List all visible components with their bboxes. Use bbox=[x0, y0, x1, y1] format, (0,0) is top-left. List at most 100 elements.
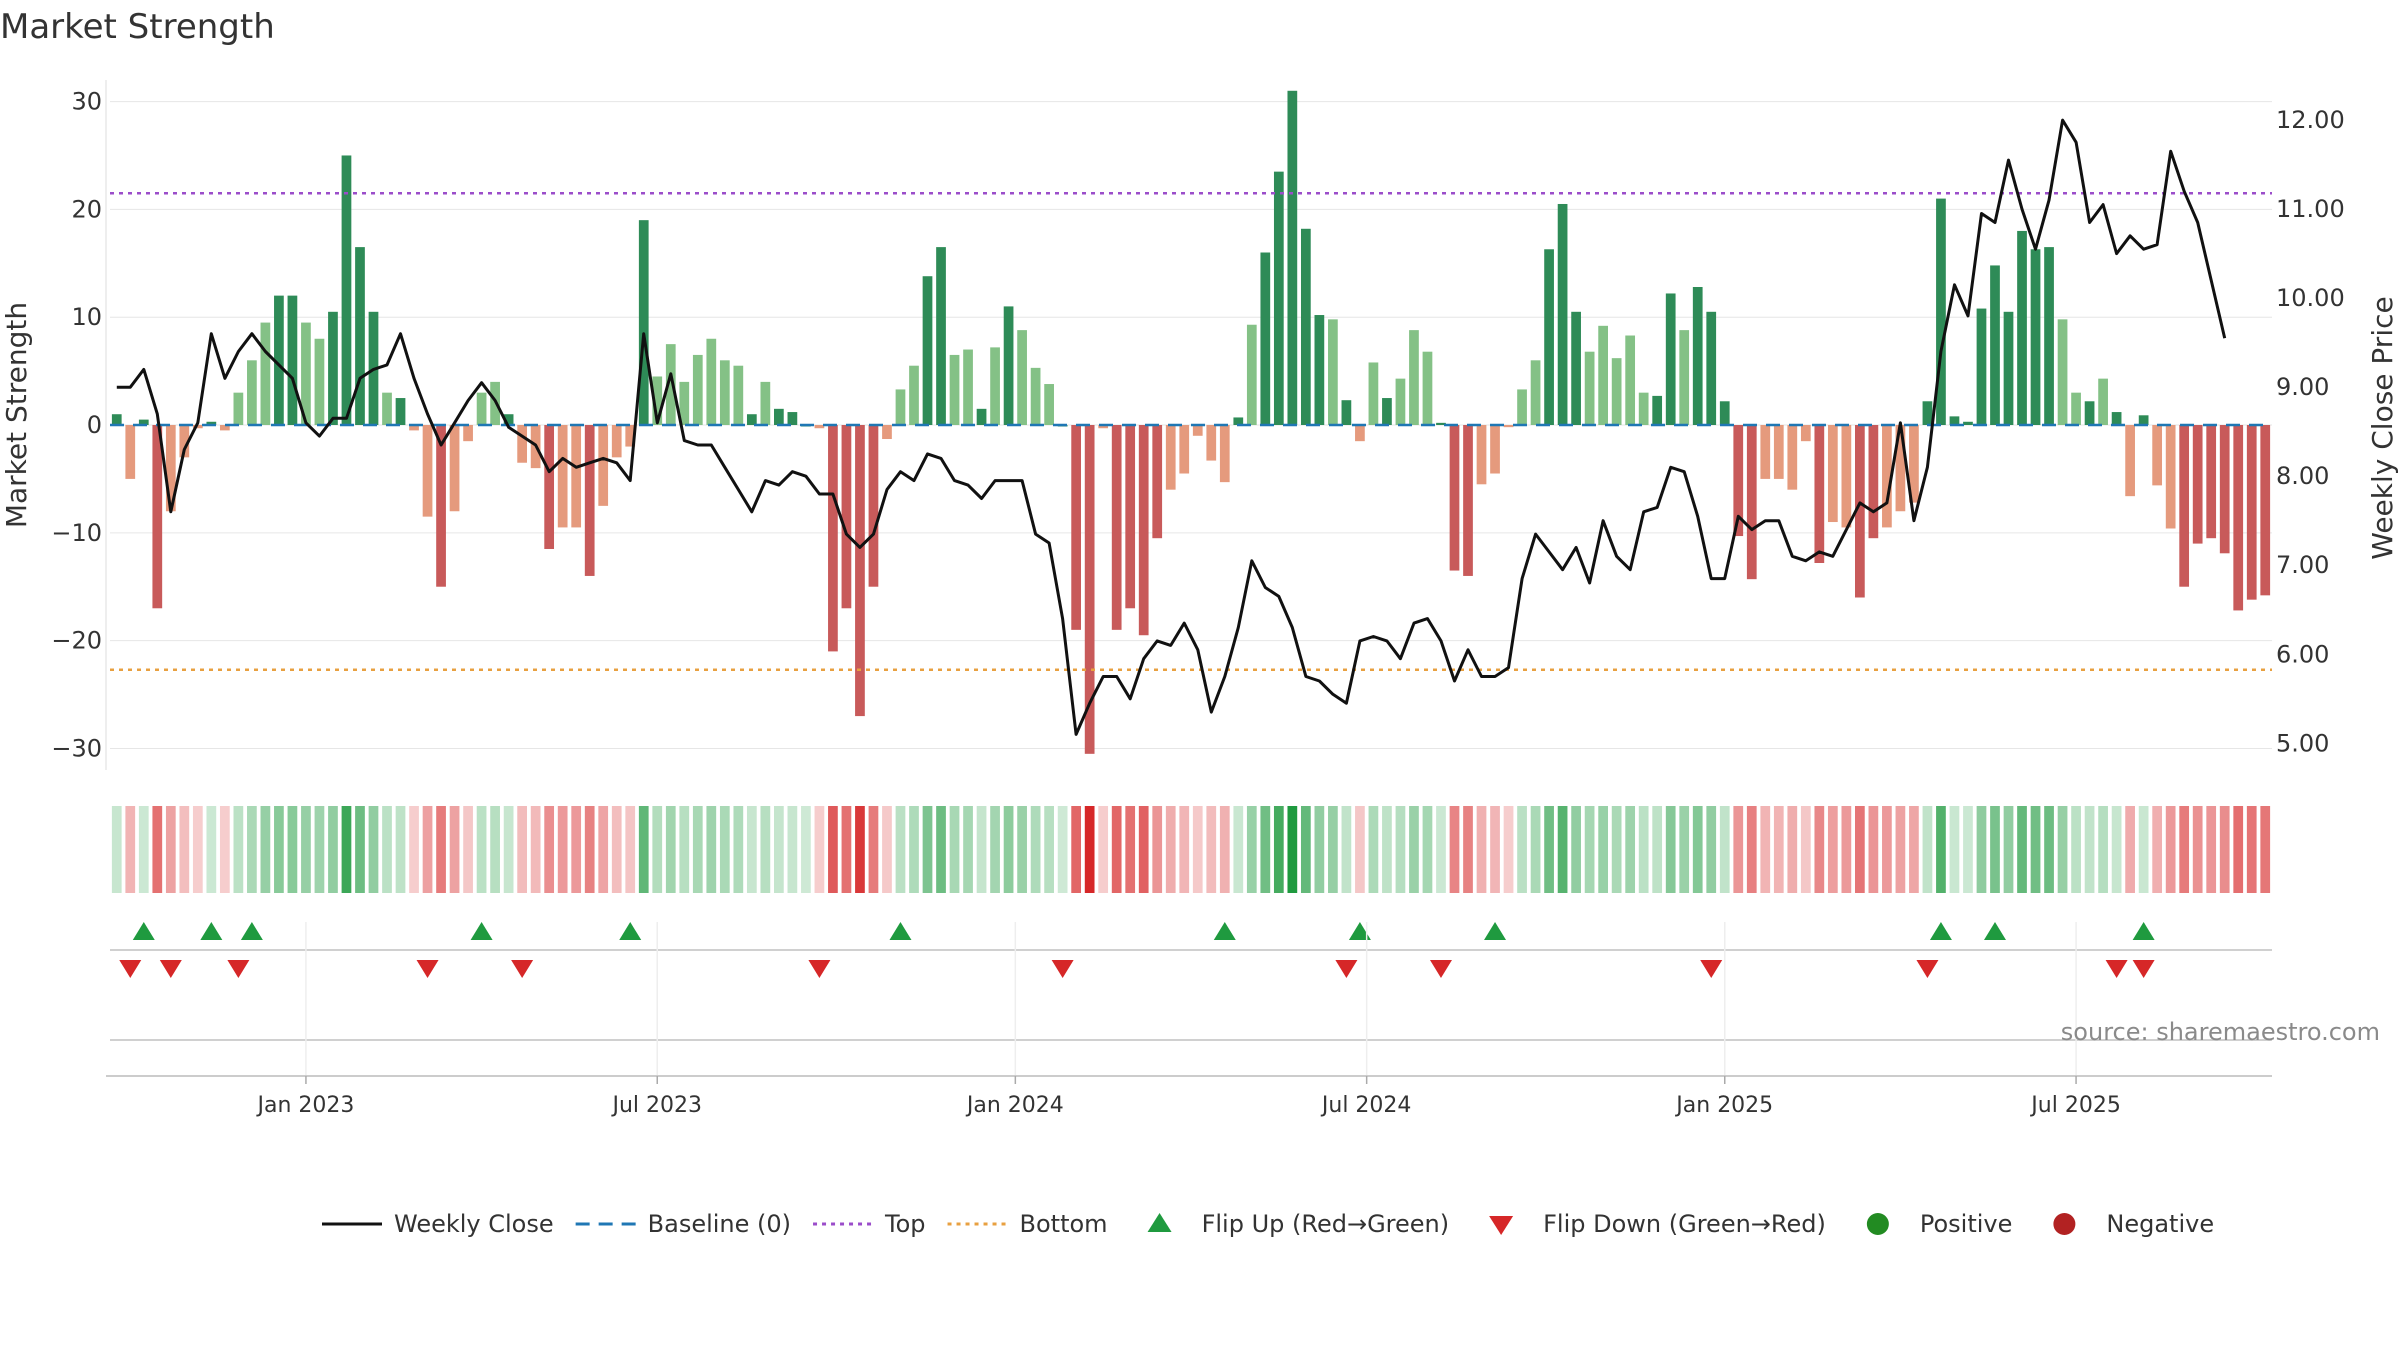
strength-bar bbox=[1111, 425, 1122, 630]
heat-cell bbox=[436, 806, 446, 893]
flip-down-marker bbox=[1700, 960, 1723, 978]
heat-cell bbox=[1111, 806, 1122, 893]
strength-bar bbox=[557, 425, 568, 528]
legend-label: Bottom bbox=[1020, 1210, 1108, 1238]
heat-cell bbox=[1206, 806, 1217, 893]
strength-bar bbox=[1206, 425, 1217, 461]
heat-cell bbox=[1638, 806, 1649, 893]
strength-bar bbox=[1098, 425, 1109, 429]
heat-cell bbox=[733, 806, 744, 893]
strength-bar bbox=[1165, 425, 1176, 490]
heat-cell bbox=[1490, 806, 1500, 893]
heat-cell bbox=[1030, 806, 1041, 893]
flip-down-marker bbox=[1335, 960, 1358, 978]
strength-bar bbox=[571, 425, 582, 528]
strength-bar bbox=[2138, 415, 2149, 425]
strength-bar bbox=[233, 392, 244, 425]
heat-cell bbox=[2044, 806, 2054, 893]
heat-cell bbox=[355, 806, 365, 893]
heat-cell bbox=[1706, 806, 1717, 893]
right-axis-title: Weekly Close Price bbox=[2366, 296, 2399, 559]
heat-cell bbox=[1057, 806, 1068, 893]
date-tick-label: Jan 2024 bbox=[965, 1093, 1064, 1118]
flip-down-marker bbox=[511, 960, 534, 978]
right-tick-label: 11.00 bbox=[2276, 195, 2345, 223]
heat-cell bbox=[1625, 806, 1636, 893]
strength-bar bbox=[1800, 425, 1811, 442]
heat-cell bbox=[1922, 806, 1933, 893]
flip-up-marker bbox=[1983, 922, 2006, 940]
heat-cell bbox=[422, 806, 433, 893]
strength-bar bbox=[1733, 425, 1744, 537]
heat-cell bbox=[1341, 806, 1352, 893]
strength-bar bbox=[2044, 247, 2054, 425]
strength-bar bbox=[949, 354, 960, 425]
left-tick-label: −10 bbox=[51, 519, 102, 547]
heat-cell bbox=[2260, 806, 2271, 893]
strength-bar bbox=[2057, 319, 2068, 425]
flip-up-marker bbox=[1213, 922, 1236, 940]
strength-bar bbox=[2165, 425, 2176, 529]
triangle-up-icon bbox=[1147, 1213, 1172, 1232]
legend-item-negative: Negative bbox=[2053, 1210, 2214, 1238]
strength-bar bbox=[1341, 400, 1352, 425]
heat-cell bbox=[1827, 806, 1838, 893]
heat-cell bbox=[1192, 806, 1203, 893]
strength-bar bbox=[2206, 425, 2217, 539]
right-tick-label: 12.00 bbox=[2276, 106, 2345, 134]
strength-bar bbox=[584, 425, 595, 576]
strength-bar bbox=[1044, 384, 1054, 425]
strength-bar bbox=[1355, 425, 1365, 442]
heat-cell bbox=[192, 806, 203, 893]
heat-cell bbox=[1219, 806, 1230, 893]
strength-bar bbox=[1990, 265, 2000, 425]
heat-cell bbox=[909, 806, 919, 893]
heat-cell bbox=[1936, 806, 1946, 893]
strength-bar bbox=[1517, 389, 1527, 425]
left-tick-label: 0 bbox=[87, 411, 102, 439]
heat-cell bbox=[2098, 806, 2108, 893]
heat-cell bbox=[1382, 806, 1392, 893]
heat-cell bbox=[963, 806, 973, 893]
heat-cell bbox=[1517, 806, 1527, 893]
legend-item-bottom: Bottom bbox=[947, 1210, 1108, 1238]
heat-cell bbox=[517, 806, 527, 893]
heat-cell bbox=[1733, 806, 1744, 893]
legend-item-top: Top bbox=[813, 1210, 926, 1238]
strength-bar bbox=[1936, 198, 1946, 425]
heat-cell bbox=[503, 806, 514, 893]
strength-bar bbox=[1395, 378, 1406, 425]
strength-bar bbox=[2003, 311, 2014, 425]
heat-cell bbox=[679, 806, 690, 893]
strength-bar bbox=[1719, 401, 1730, 425]
heat-cell bbox=[1125, 806, 1136, 893]
heat-cell bbox=[1409, 806, 1419, 893]
strength-bar bbox=[976, 408, 987, 425]
strength-bar bbox=[436, 425, 446, 587]
flip-up-marker bbox=[1484, 922, 1507, 940]
strength-bar bbox=[2233, 425, 2244, 611]
strength-bar bbox=[787, 412, 798, 425]
heat-cell bbox=[2071, 806, 2081, 893]
lower-panel bbox=[110, 922, 2272, 1076]
heat-cell bbox=[1598, 806, 1608, 893]
heat-cell bbox=[2152, 806, 2163, 893]
heat-cell bbox=[2233, 806, 2244, 893]
flip-down-marker bbox=[159, 960, 182, 978]
flip-down-marker bbox=[2105, 960, 2128, 978]
strength-bar bbox=[1125, 425, 1136, 609]
strength-bar bbox=[1571, 311, 1581, 425]
strength-bar bbox=[1233, 417, 1244, 425]
heat-cell bbox=[1787, 806, 1798, 893]
strength-bar bbox=[719, 360, 730, 425]
heat-cell bbox=[449, 806, 460, 893]
heat-cell bbox=[1422, 806, 1433, 893]
heat-cell bbox=[2084, 806, 2095, 893]
strength-bar bbox=[706, 338, 717, 425]
flip-up-marker bbox=[1929, 922, 1952, 940]
flip-down-marker bbox=[416, 960, 439, 978]
strength-bar bbox=[1949, 416, 1960, 425]
strength-bar bbox=[287, 295, 298, 425]
strength-bar bbox=[179, 425, 190, 458]
heat-cell bbox=[125, 806, 136, 893]
